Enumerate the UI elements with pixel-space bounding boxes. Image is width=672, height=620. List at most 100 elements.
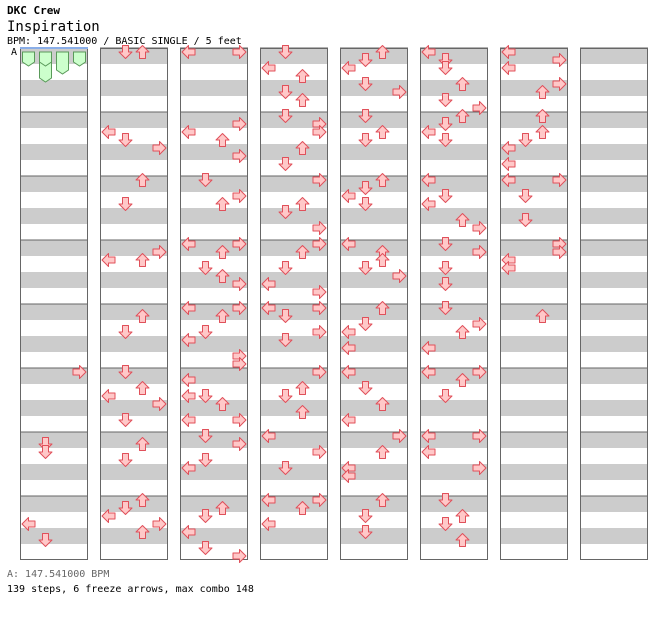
beat-stripe bbox=[180, 208, 248, 224]
beat-stripe bbox=[500, 176, 568, 192]
step-arrow-up bbox=[455, 77, 470, 91]
beat-stripe bbox=[500, 96, 568, 112]
beat-stripe bbox=[100, 224, 168, 240]
beat-stripe bbox=[580, 320, 648, 336]
step-arrow-left bbox=[421, 429, 436, 443]
step-arrow-up bbox=[135, 525, 150, 539]
beat-stripe bbox=[100, 256, 168, 272]
beat-stripe bbox=[20, 144, 88, 160]
beat-stripe bbox=[180, 384, 248, 400]
beat-stripe bbox=[100, 544, 168, 560]
bpm-marker-label: A bbox=[11, 47, 18, 58]
beat-stripe bbox=[340, 464, 408, 480]
freeze-arrow-body bbox=[22, 51, 35, 67]
beat-stripe bbox=[180, 144, 248, 160]
freeze-arrow-body bbox=[39, 51, 52, 67]
step-arrow-right bbox=[312, 221, 327, 235]
step-arrow-up bbox=[455, 509, 470, 523]
beat-stripe bbox=[260, 464, 328, 480]
step-arrow-right bbox=[312, 237, 327, 251]
step-arrow-right bbox=[312, 301, 327, 315]
beat-stripe bbox=[580, 528, 648, 544]
beat-stripe bbox=[100, 192, 168, 208]
step-arrow-up bbox=[295, 405, 310, 419]
step-arrow-left bbox=[341, 365, 356, 379]
step-arrow-right bbox=[472, 429, 487, 443]
step-arrow-up bbox=[295, 197, 310, 211]
chart-column-frame bbox=[500, 48, 568, 560]
step-arrow-down bbox=[358, 317, 373, 331]
step-arrow-down bbox=[278, 45, 293, 59]
beat-stripe bbox=[20, 336, 88, 352]
beat-stripe bbox=[100, 496, 168, 512]
beat-stripe bbox=[100, 64, 168, 80]
beat-stripe bbox=[180, 528, 248, 544]
beat-stripe bbox=[100, 96, 168, 112]
beat-stripe bbox=[420, 320, 488, 336]
step-arrow-right bbox=[472, 245, 487, 259]
beat-stripe bbox=[580, 272, 648, 288]
beat-stripe bbox=[420, 208, 488, 224]
step-arrow-down bbox=[358, 261, 373, 275]
step-arrow-right bbox=[152, 245, 167, 259]
beat-stripe bbox=[420, 496, 488, 512]
beat-stripe bbox=[340, 304, 408, 320]
artist-name: DKC Crew bbox=[7, 4, 60, 17]
step-arrow-right bbox=[152, 517, 167, 531]
beat-stripe bbox=[580, 160, 648, 176]
beat-stripe bbox=[420, 176, 488, 192]
beat-stripe bbox=[580, 64, 648, 80]
step-arrow-right bbox=[312, 285, 327, 299]
beat-stripe bbox=[260, 528, 328, 544]
step-arrow-up bbox=[535, 125, 550, 139]
beat-stripe bbox=[180, 544, 248, 560]
beat-stripe bbox=[260, 48, 328, 64]
step-arrow-right bbox=[472, 317, 487, 331]
step-arrow-right bbox=[552, 245, 567, 259]
step-arrow-down bbox=[358, 525, 373, 539]
step-arrow-left bbox=[341, 341, 356, 355]
step-arrow-down bbox=[198, 261, 213, 275]
beat-stripe bbox=[340, 320, 408, 336]
step-arrow-up bbox=[215, 309, 230, 323]
beat-stripe bbox=[500, 208, 568, 224]
step-arrow-right bbox=[312, 365, 327, 379]
beat-stripe bbox=[340, 64, 408, 80]
step-arrow-up bbox=[295, 381, 310, 395]
step-arrow-down bbox=[358, 381, 373, 395]
beat-stripe bbox=[500, 416, 568, 432]
step-arrow-down bbox=[438, 261, 453, 275]
beat-stripe bbox=[580, 96, 648, 112]
step-arrow-right bbox=[232, 357, 247, 371]
step-arrow-up bbox=[375, 445, 390, 459]
beat-stripe bbox=[340, 352, 408, 368]
step-arrow-down bbox=[438, 93, 453, 107]
step-arrow-right bbox=[392, 269, 407, 283]
step-arrow-down bbox=[278, 85, 293, 99]
beat-stripe bbox=[420, 384, 488, 400]
beat-stripe bbox=[260, 176, 328, 192]
beat-stripe bbox=[580, 512, 648, 528]
beat-stripe bbox=[420, 240, 488, 256]
step-arrow-left bbox=[101, 509, 116, 523]
beat-stripe bbox=[20, 112, 88, 128]
step-arrow-left bbox=[181, 237, 196, 251]
beat-stripe bbox=[500, 496, 568, 512]
beat-stripe bbox=[260, 256, 328, 272]
beat-stripe bbox=[500, 432, 568, 448]
step-arrow-up bbox=[215, 501, 230, 515]
step-arrow-up bbox=[135, 45, 150, 59]
beat-stripe bbox=[260, 192, 328, 208]
beat-stripe bbox=[260, 128, 328, 144]
step-arrow-left bbox=[501, 157, 516, 171]
beat-stripe bbox=[180, 512, 248, 528]
chart-column-frame bbox=[180, 48, 248, 560]
beat-stripe bbox=[420, 368, 488, 384]
step-arrow-up bbox=[375, 493, 390, 507]
step-arrow-down bbox=[358, 509, 373, 523]
beat-stripe bbox=[20, 272, 88, 288]
step-arrow-up bbox=[295, 245, 310, 259]
beat-stripe bbox=[420, 464, 488, 480]
beat-stripe bbox=[180, 304, 248, 320]
beat-stripe bbox=[180, 464, 248, 480]
